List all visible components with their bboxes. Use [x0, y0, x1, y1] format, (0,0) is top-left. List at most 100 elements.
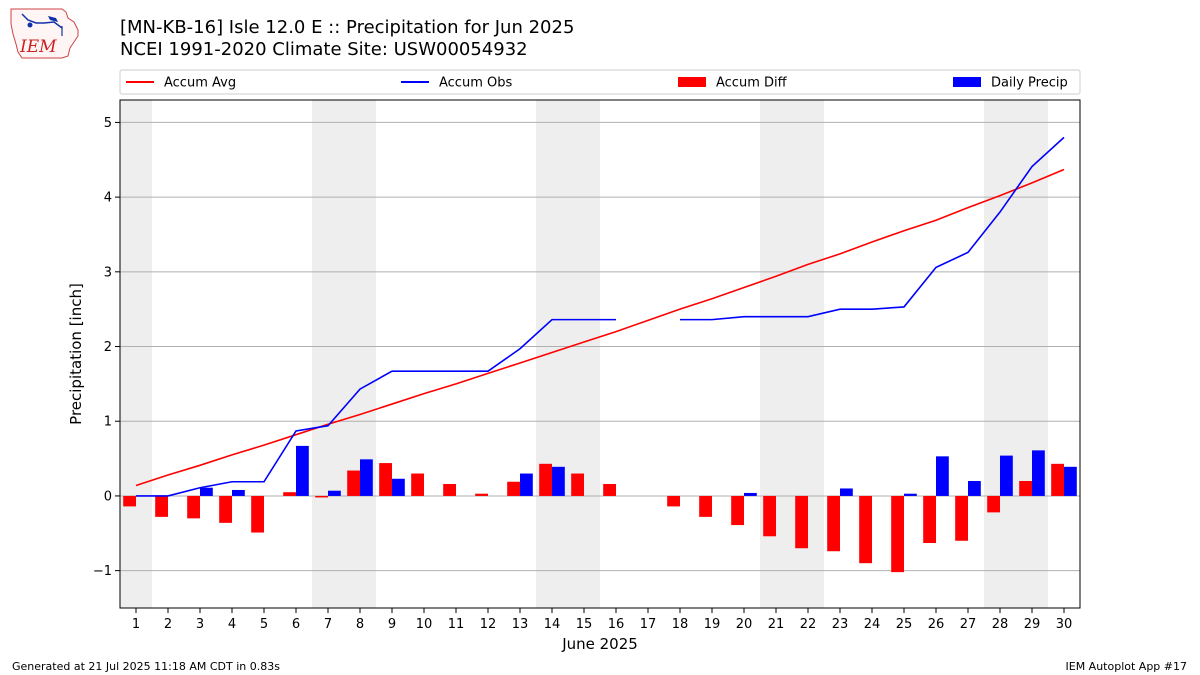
accum-diff-bar	[475, 493, 488, 496]
x-tick-label: 24	[864, 617, 881, 632]
x-tick-label: 18	[672, 617, 689, 632]
legend-box	[119, 69, 1081, 95]
accum-diff-bar	[347, 470, 360, 496]
accum-diff-bar	[827, 495, 840, 552]
legend-item: Accum Diff	[678, 76, 788, 91]
weekend-band	[984, 100, 1048, 608]
x-tick-label: 6	[292, 617, 300, 632]
accum-diff-bar	[443, 483, 456, 496]
accum-diff-bar	[123, 495, 136, 507]
weekend-band	[120, 100, 152, 608]
daily-precip-bar	[840, 488, 853, 496]
generated-note: Generated at 21 Jul 2025 11:18 AM CDT in…	[12, 660, 280, 673]
accum-diff-bar	[603, 483, 616, 496]
x-tick-label: 3	[196, 617, 204, 632]
daily-precip-bar	[968, 481, 981, 496]
accum-diff-bar	[1019, 481, 1032, 496]
accum-diff-bar	[987, 495, 1000, 513]
daily-precip-bar	[1000, 455, 1013, 496]
daily-precip-bar	[200, 487, 213, 496]
daily-precip-bar	[744, 492, 757, 496]
daily-precip-bar	[360, 459, 373, 496]
y-tick-label: 4	[104, 191, 112, 206]
accum-diff-bar	[763, 495, 776, 537]
logo-text: IEM	[19, 37, 57, 57]
accum-avg-line	[135, 168, 1065, 487]
accum-diff-bar	[795, 495, 808, 549]
x-tick-label: 20	[736, 617, 753, 632]
chart-title: [MN-KB-16] Isle 12.0 E :: Precipitation …	[120, 17, 574, 61]
x-tick-label: 11	[448, 617, 465, 632]
legend-item: Daily Precip	[953, 76, 1068, 91]
daily-precip-bar	[296, 445, 309, 496]
daily-precip-bar	[328, 490, 341, 496]
y-tick-label: −1	[93, 564, 112, 579]
y-tick-label: 1	[104, 415, 112, 430]
y-tick-label: 0	[104, 489, 112, 504]
accum-diff-bar	[891, 495, 904, 573]
app-note: IEM Autoplot App #17	[1065, 660, 1188, 673]
legend-label: Daily Precip	[991, 76, 1068, 91]
accum-diff-bar	[411, 473, 424, 496]
weekend-shading	[120, 100, 1048, 608]
daily-precip-bar	[520, 473, 533, 496]
y-axis: −1 0 1 2 3 4 5	[93, 116, 120, 579]
x-tick-label: 4	[228, 617, 236, 632]
x-tick-label: 21	[768, 617, 785, 632]
legend-item: Accum Avg	[126, 76, 236, 91]
accum-diff-bar	[923, 495, 936, 544]
lines-layer	[135, 136, 1065, 497]
x-tick-label: 10	[416, 617, 433, 632]
legend-label: Accum Diff	[716, 76, 788, 91]
y-tick-label: 3	[104, 265, 112, 280]
x-tick-label: 17	[640, 617, 657, 632]
legend-bar-swatch	[678, 77, 706, 87]
accum-diff-bar	[699, 495, 712, 517]
daily-precip-bar	[1032, 450, 1045, 496]
accum-diff-bar	[219, 495, 232, 523]
accum-diff-bar	[155, 495, 168, 517]
bars-layer	[123, 445, 1077, 573]
x-tick-label: 25	[896, 617, 913, 632]
weekend-band	[312, 100, 376, 608]
x-tick-label: 15	[576, 617, 593, 632]
accum-diff-bar	[507, 481, 520, 496]
accum-diff-bar	[251, 495, 264, 533]
x-tick-label: 23	[832, 617, 849, 632]
iem-iowa-logo-icon: IEM	[10, 8, 79, 59]
x-axis: 1 2 3 4 5 6 7 8 9 10 11 12 13 14 15 16 17 18 19 20 21 22 23 24 2…	[132, 608, 1072, 632]
x-tick-label: 27	[960, 617, 977, 632]
accum-diff-bar	[539, 463, 552, 496]
daily-precip-bar	[392, 478, 405, 496]
daily-precip-bar	[936, 456, 949, 496]
accum-diff-bar	[571, 473, 584, 496]
accum-diff-bar	[187, 495, 200, 519]
accum-obs-line	[680, 136, 1065, 321]
chart-title-line1: [MN-KB-16] Isle 12.0 E :: Precipitation …	[120, 17, 575, 38]
x-tick-label: 30	[1056, 617, 1073, 632]
x-tick-label: 5	[260, 617, 268, 632]
daily-precip-bar	[552, 466, 565, 496]
accum-obs-line	[136, 318, 616, 497]
daily-precip-bar	[904, 493, 917, 496]
legend: Accum Avg Accum Obs Accum Diff Daily Precip	[119, 69, 1081, 95]
x-tick-label: 7	[324, 617, 332, 632]
accum-diff-bar	[859, 495, 872, 564]
legend-label: Accum Avg	[164, 76, 236, 91]
x-tick-label: 19	[704, 617, 721, 632]
x-tick-label: 9	[388, 617, 396, 632]
y-tick-label: 5	[104, 116, 112, 131]
accum-diff-bar	[955, 495, 968, 541]
chart-title-line2: NCEI 1991-2020 Climate Site: USW00054932	[120, 39, 528, 60]
x-tick-label: 22	[800, 617, 817, 632]
accum-diff-bar	[1051, 463, 1064, 496]
x-tick-label: 16	[608, 617, 625, 632]
accum-diff-bar	[731, 495, 744, 526]
accum-diff-bar	[667, 495, 680, 507]
grid-lines	[120, 121, 1080, 572]
accum-diff-bar	[315, 495, 328, 498]
x-axis-label: June 2025	[561, 635, 638, 653]
plot-frame	[119, 99, 1081, 609]
x-tick-label: 8	[356, 617, 364, 632]
